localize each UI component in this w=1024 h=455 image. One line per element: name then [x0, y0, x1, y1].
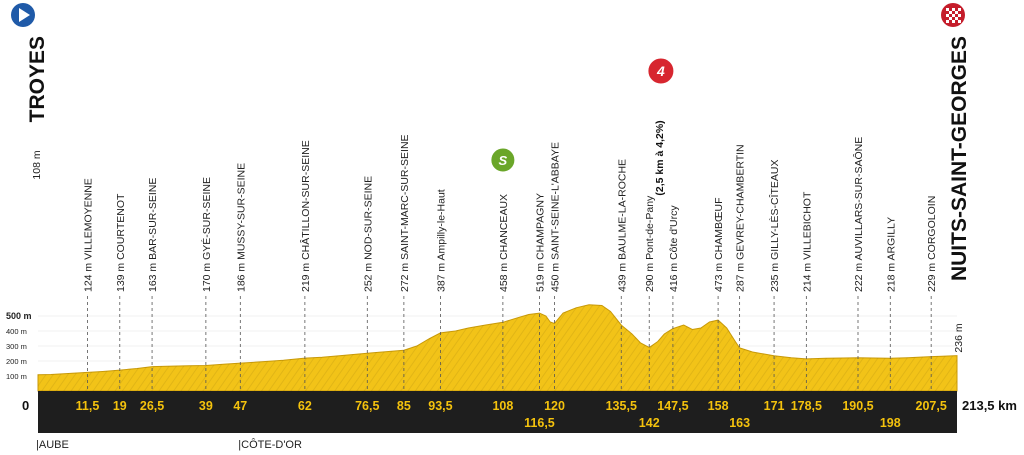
km-label: 108 — [492, 399, 513, 413]
km-label: 62 — [298, 399, 312, 413]
place-label: 124 m VILLEMOYENNE — [83, 178, 95, 292]
place-label: 170 m GYÉ-SUR-SEINE — [200, 177, 213, 292]
distance-band — [38, 391, 957, 433]
place-label: 473 m CHAMBŒUF — [713, 197, 725, 292]
start-block: TROYES 108 m — [11, 3, 49, 180]
climb-detail-label: (2,5 km à 4,2%) — [654, 120, 666, 195]
km-label: 163 — [729, 416, 750, 430]
place-label: 222 m AUVILLARS-SUR-SAÔNE — [852, 137, 865, 292]
elevation-profile-texture — [38, 304, 957, 391]
waypoint-markers: 124 m VILLEMOYENNE 11,5 139 m COURTENOT 19 1… — [76, 134, 947, 430]
finish-altitude: 236 m — [953, 323, 965, 352]
place-label: 458 m CHANCEAUX — [498, 194, 510, 292]
region-label: |CÔTE-D'OR — [238, 438, 302, 451]
km-label: 76,5 — [355, 399, 379, 413]
y-tick-label: 500 m — [6, 311, 32, 321]
climb-badge-icon — [647, 57, 675, 85]
sprint-badge-icon — [490, 147, 516, 173]
place-label: 235 m GILLY-LÈS-CÎTEAUX — [768, 160, 781, 292]
km-label: 39 — [199, 399, 213, 413]
km-label: 207,5 — [916, 399, 947, 413]
place-label: 450 m SAINT-SEINE-L'ABBAYE — [550, 142, 562, 292]
km-label: 116,5 — [524, 416, 555, 430]
km-label: 19 — [113, 399, 127, 413]
start-play-triangle — [19, 8, 30, 22]
place-label: 218 m ARGILLY — [885, 217, 897, 292]
y-tick-label: 300 m — [6, 342, 27, 351]
zero-km-label: 0 — [22, 398, 29, 413]
place-label: 387 m Ampilly-le-Haut — [435, 189, 447, 292]
km-label: 158 — [708, 399, 729, 413]
place-label: 163 m BAR-SUR-SEINE — [147, 178, 159, 292]
place-label: 416 m Côte d'Urcy — [668, 205, 680, 292]
climb-category-label: 4 — [656, 63, 665, 79]
place-label: 519 m CHAMPAGNY — [534, 193, 546, 292]
start-town-name: TROYES — [26, 36, 49, 122]
sprint-badge-label: S — [499, 153, 508, 168]
y-tick-label: 200 m — [6, 357, 27, 366]
km-label: 85 — [397, 399, 411, 413]
place-label: 272 m SAINT-MARC-SUR-SEINE — [399, 134, 411, 292]
start-altitude: 108 m — [31, 150, 43, 179]
region-labels: |AUBE |CÔTE-D'OR — [36, 438, 302, 451]
km-label: 178,5 — [791, 399, 822, 413]
finish-block: NUITS-SAINT-GEORGES 236 m — [941, 3, 971, 353]
km-label: 120 — [544, 399, 565, 413]
checkered-flag-pattern — [946, 8, 961, 23]
place-label: 186 m MUSSY-SUR-SEINE — [235, 163, 247, 292]
climb-category-4: 4 (2,5 km à 4,2%) — [647, 57, 675, 196]
km-label: 135,5 — [606, 399, 637, 413]
total-distance-label: 213,5 km — [962, 398, 1017, 413]
intermediate-sprint: S — [490, 147, 516, 173]
km-label: 142 — [639, 416, 660, 430]
place-label: 139 m COURTENOT — [115, 193, 127, 292]
km-label: 147,5 — [657, 399, 688, 413]
km-label: 198 — [880, 416, 901, 430]
km-label: 93,5 — [428, 399, 452, 413]
km-label: 190,5 — [842, 399, 873, 413]
place-label: 287 m GEVREY-CHAMBERTIN — [735, 144, 747, 292]
y-tick-label: 100 m — [6, 372, 27, 381]
km-label: 47 — [233, 399, 247, 413]
place-label: 290 m Pont-de-Pany — [644, 195, 656, 292]
place-label: 214 m VILLEBICHOT — [801, 191, 813, 292]
region-label: |AUBE — [36, 439, 69, 451]
place-label: 229 m CORGOLOIN — [926, 196, 938, 292]
place-label: 219 m CHÂTILLON-SUR-SEINE — [299, 140, 312, 292]
y-tick-label: 400 m — [6, 327, 27, 336]
km-label: 171 — [764, 399, 785, 413]
place-label: 252 m NOD-SUR-SEINE — [362, 176, 374, 292]
finish-town-name: NUITS-SAINT-GEORGES — [948, 36, 971, 281]
km-label: 11,5 — [76, 399, 100, 413]
km-label: 26,5 — [140, 399, 164, 413]
place-label: 439 m BAULME-LA-ROCHE — [616, 159, 628, 292]
